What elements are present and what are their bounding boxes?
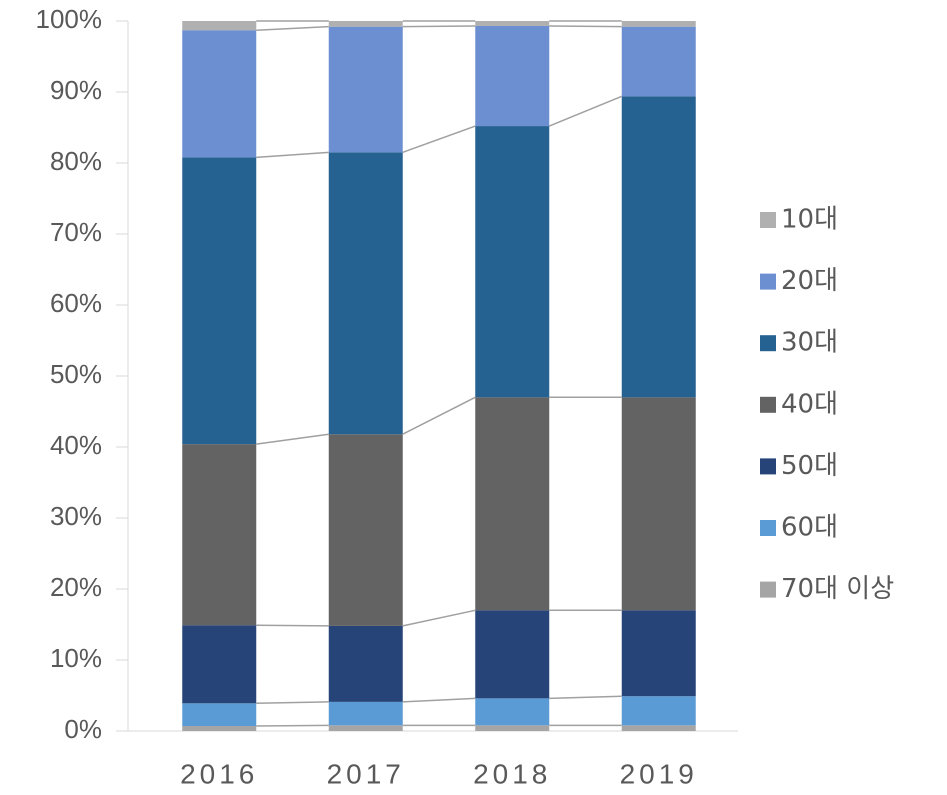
bar-segment xyxy=(475,25,550,127)
legend-label: 50대 xyxy=(781,451,838,481)
bar-segment xyxy=(328,21,403,27)
series-line xyxy=(256,701,329,705)
bar-segment xyxy=(182,157,257,445)
bar-segment xyxy=(621,21,696,27)
legend-swatch xyxy=(760,396,776,413)
legend-label: 30대 xyxy=(781,328,838,358)
legend-swatch xyxy=(760,212,776,228)
y-tick-label: 90% xyxy=(50,75,102,105)
bar-segment xyxy=(328,725,403,731)
series-line xyxy=(402,25,476,28)
bar-segment xyxy=(475,126,550,398)
series-line xyxy=(402,396,476,435)
legend-swatch xyxy=(760,458,776,475)
bar-segment xyxy=(621,397,696,611)
bar-segment xyxy=(182,625,257,704)
bar-segment xyxy=(328,625,403,702)
y-tick-label: 20% xyxy=(50,572,102,602)
series-line xyxy=(402,609,476,627)
legend-swatch xyxy=(760,273,776,290)
series-line xyxy=(256,25,329,31)
y-tick-label: 30% xyxy=(50,501,102,531)
y-tick-label: 10% xyxy=(50,643,102,673)
y-tick-label: 40% xyxy=(50,430,102,460)
bar-segment xyxy=(328,26,403,153)
x-tick-label: 2019 xyxy=(620,758,698,789)
series-line xyxy=(548,95,623,127)
y-tick-label: 0% xyxy=(64,714,102,744)
bar-segment xyxy=(621,96,696,398)
series-line xyxy=(402,125,476,154)
bar-segment xyxy=(182,30,257,158)
series-line xyxy=(256,624,329,627)
bar-segment xyxy=(328,152,403,435)
series-line xyxy=(256,724,329,727)
bar-segment xyxy=(475,725,550,731)
series-line xyxy=(549,25,622,28)
series-line xyxy=(402,697,476,703)
bar-segment xyxy=(621,26,696,97)
bar-segment xyxy=(621,610,696,697)
bar-segment xyxy=(182,703,257,727)
bar-segment xyxy=(328,701,403,726)
legend-swatch xyxy=(760,335,776,352)
series-line xyxy=(256,151,329,159)
legend-label: 60대 xyxy=(781,513,838,543)
legend-label: 70대 이상 xyxy=(781,574,894,604)
y-tick-label: 50% xyxy=(50,359,102,389)
bar-segment xyxy=(621,725,696,731)
x-tick-label: 2018 xyxy=(473,758,551,789)
bar-segment xyxy=(475,21,550,26)
bar-segment xyxy=(182,21,257,31)
x-tick-label: 2016 xyxy=(180,758,258,789)
bar-segment xyxy=(475,397,550,611)
x-tick-label: 2017 xyxy=(327,758,405,789)
legend-label: 10대 xyxy=(781,205,838,235)
bar-segment xyxy=(621,696,696,726)
legend-label: 40대 xyxy=(781,389,838,419)
y-tick-label: 80% xyxy=(50,146,102,176)
legend-swatch xyxy=(760,581,776,598)
bar-segment xyxy=(475,698,550,726)
legend-swatch xyxy=(760,520,776,536)
y-tick-label: 100% xyxy=(36,4,103,34)
bar-segment xyxy=(475,610,550,699)
series-line xyxy=(256,433,329,445)
y-tick-label: 70% xyxy=(50,217,102,247)
legend-label: 20대 xyxy=(781,266,838,296)
bar-segment xyxy=(328,434,403,626)
series-line xyxy=(549,695,622,700)
y-tick-label: 60% xyxy=(50,288,102,318)
bar-segment xyxy=(182,726,257,731)
bar-segment xyxy=(182,444,257,626)
